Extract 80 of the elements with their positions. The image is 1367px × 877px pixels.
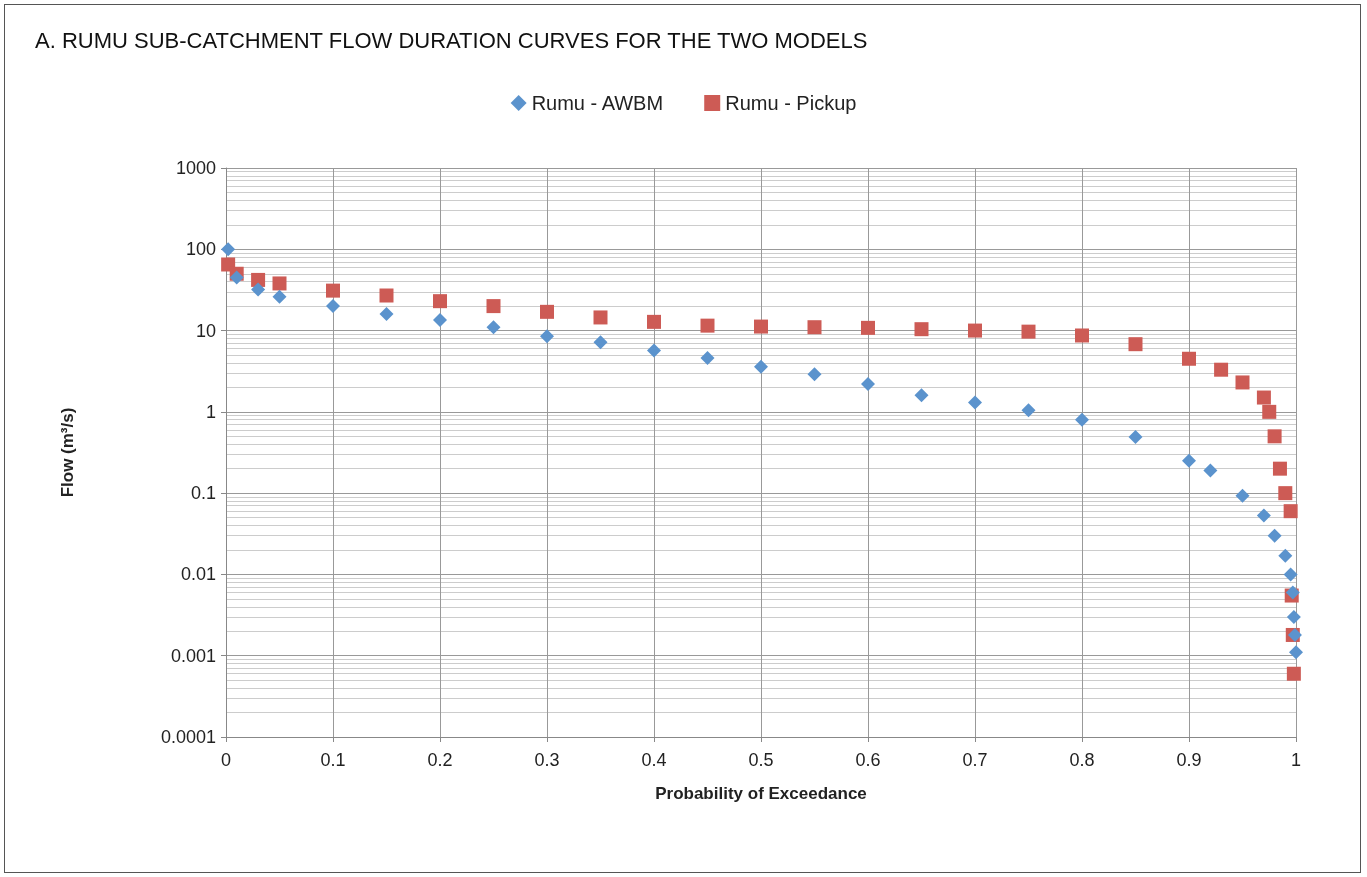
point [1075, 412, 1089, 427]
point [486, 320, 501, 335]
point [1267, 528, 1282, 543]
point [486, 299, 501, 314]
point [1286, 609, 1301, 624]
point [968, 395, 982, 410]
point [540, 304, 554, 319]
point [1283, 567, 1298, 582]
point [1128, 430, 1143, 445]
x-tick-label: 0.2 [427, 750, 453, 770]
y-tick-label: 0.0001 [160, 727, 216, 747]
x-tick-label: 0.7 [962, 750, 988, 770]
point [914, 322, 929, 337]
y-tick-label: 0.01 [180, 564, 216, 585]
point [1262, 404, 1277, 419]
point [433, 312, 447, 327]
chart-title: A. RUMU SUB-CATCHMENT FLOW DURATION CURVES FOR THE TWO MODELS [35, 27, 868, 53]
point [272, 289, 287, 304]
point [272, 276, 287, 291]
point [1021, 403, 1036, 418]
point [647, 314, 661, 329]
point [326, 299, 340, 314]
point [1278, 486, 1293, 501]
y-tick-label: 100 [185, 239, 216, 260]
point [700, 350, 715, 365]
point [1182, 351, 1196, 366]
point [647, 343, 661, 358]
point [1075, 328, 1089, 343]
point [807, 367, 822, 382]
point [1272, 461, 1287, 476]
point [1278, 548, 1293, 563]
point [1235, 375, 1250, 390]
x-tick-label: 0.9 [1176, 750, 1202, 770]
x-tick-label: 0.4 [641, 750, 667, 770]
point [700, 318, 715, 333]
point [1182, 453, 1196, 468]
y-tick-label: 1 [205, 401, 216, 422]
point [1203, 463, 1218, 478]
legend-label: Rumu - Pickup [725, 92, 857, 114]
y-tick-label: 1000 [175, 158, 216, 178]
point [593, 310, 608, 325]
point [754, 359, 768, 374]
point [379, 288, 394, 303]
point [1021, 324, 1036, 339]
point [1235, 488, 1250, 503]
point [807, 320, 822, 335]
y-axis-title: Flow (m³/s) [58, 407, 77, 498]
point [1283, 504, 1298, 519]
point [968, 323, 982, 338]
point [1286, 666, 1301, 681]
point [540, 329, 554, 344]
point [1214, 362, 1229, 377]
x-tick-label: 1 [1290, 750, 1302, 770]
point [1289, 645, 1303, 660]
point [1256, 390, 1271, 405]
point [251, 282, 266, 297]
x-tick-label: 0.6 [855, 750, 881, 770]
y-tick-label: 10 [195, 320, 216, 341]
point [326, 283, 340, 298]
point [861, 320, 875, 335]
legend-label: Rumu - AWBM [531, 92, 664, 114]
y-tick-label: 0.1 [190, 483, 216, 504]
point [1267, 429, 1282, 444]
point [754, 319, 768, 334]
x-tick-label: 0.8 [1069, 750, 1095, 770]
point [914, 388, 929, 403]
point [1128, 337, 1143, 352]
x-tick-label: 0.3 [534, 750, 560, 770]
point [593, 335, 608, 350]
y-tick-label: 0.001 [170, 645, 216, 666]
point [433, 294, 447, 309]
point [229, 270, 244, 285]
x-tick-label: 0.5 [748, 750, 774, 770]
point [1256, 508, 1271, 523]
point [861, 377, 875, 392]
point [379, 306, 394, 321]
x-tick-label: 0.1 [320, 750, 346, 770]
x-tick-label: 0 [220, 750, 232, 770]
point [221, 242, 236, 257]
x-axis-title: Probability of Exceedance [655, 784, 867, 803]
